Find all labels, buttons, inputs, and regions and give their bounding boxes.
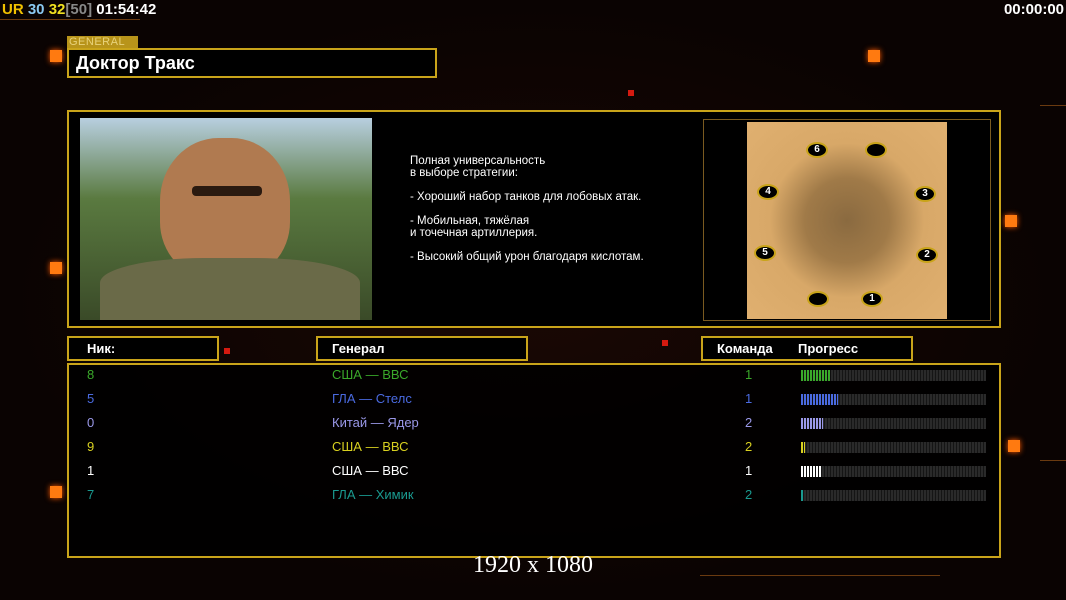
player-nick: 1 (87, 463, 95, 478)
player-row[interactable]: 1 США — ВВС 1 (69, 463, 999, 487)
player-team: 2 (745, 439, 753, 454)
decor-line (0, 19, 140, 20)
description-line (410, 179, 644, 191)
decor-line (1040, 105, 1066, 106)
minimap-frame: 6 4 3 5 2 1 (703, 119, 991, 321)
progress-fill (801, 442, 805, 453)
portrait-body (100, 258, 360, 320)
decor-square (224, 348, 230, 354)
progress-fill (801, 394, 838, 405)
player-team: 1 (745, 463, 753, 478)
header-nick[interactable]: Ник: (67, 336, 219, 361)
player-team: 1 (745, 391, 753, 406)
header-team[interactable]: Команда (717, 341, 773, 356)
decor-square (50, 486, 62, 498)
players-table: 8 США — ВВС 1 5 ГЛА — Стелс 1 0 Китай — … (67, 363, 1001, 558)
progress-fill (801, 490, 803, 501)
spawn-point[interactable]: 4 (757, 184, 779, 200)
player-row[interactable]: 5 ГЛА — Стелс 1 (69, 391, 999, 415)
decor-line (700, 575, 940, 576)
player-row[interactable]: 0 Китай — Ядер 2 (69, 415, 999, 439)
description-line (410, 239, 644, 251)
description-line: Полная универсальность (410, 155, 546, 167)
hud-ur: UR (2, 1, 24, 18)
description-line: - Высокий общий урон благодаря кислотам. (410, 251, 644, 263)
resolution-label: 1920 x 1080 (473, 552, 593, 578)
progress-bar (801, 466, 986, 477)
description-line: и точечная артиллерия. (410, 227, 538, 239)
progress-fill (801, 370, 831, 381)
progress-fill (801, 466, 822, 477)
hud-stats: UR 30 32[50] 01:54:42 (2, 1, 156, 18)
header-general[interactable]: Генерал (316, 336, 528, 361)
decor-square (50, 262, 62, 274)
decor-line (1040, 460, 1066, 461)
player-general: ГЛА — Стелс (332, 391, 412, 406)
progress-fill (801, 418, 824, 429)
player-general: ГЛА — Химик (332, 487, 414, 502)
hud-time: 01:54:42 (96, 1, 157, 18)
decor-square (50, 50, 62, 62)
hud-clock: 00:00:00 (1003, 1, 1064, 18)
portrait-head (160, 138, 290, 278)
player-general: США — ВВС (332, 367, 409, 382)
player-general: США — ВВС (332, 439, 409, 454)
portrait-eyes (192, 186, 262, 196)
general-portrait (80, 118, 372, 320)
spawn-point[interactable]: 6 (806, 142, 828, 158)
description-line (410, 203, 644, 215)
description-line: - Хороший набор танков для лобовых атак. (410, 191, 642, 203)
player-team: 1 (745, 367, 753, 382)
player-nick: 8 (87, 367, 95, 382)
spawn-point[interactable] (807, 291, 829, 307)
general-tag: GENERAL (67, 36, 138, 48)
decor-square (1008, 440, 1020, 452)
player-nick: 9 (87, 439, 95, 454)
player-team: 2 (745, 415, 753, 430)
player-row[interactable]: 9 США — ВВС 2 (69, 439, 999, 463)
progress-bar (801, 418, 986, 429)
general-panel: Полная универсальность в выборе стратегии… (67, 110, 1001, 328)
player-row[interactable]: 8 США — ВВС 1 (69, 367, 999, 391)
player-nick: 0 (87, 415, 95, 430)
spawn-point[interactable]: 3 (914, 186, 936, 202)
decor-square (628, 90, 634, 96)
general-description: Полная универсальность в выборе стратегии… (410, 155, 644, 263)
spawn-point[interactable]: 5 (754, 245, 776, 261)
header-team-progress: Команда Прогресс (701, 336, 913, 361)
player-nick: 7 (87, 487, 95, 502)
player-general: Китай — Ядер (332, 415, 419, 430)
description-line: - Мобильная, тяжёлая (410, 215, 530, 227)
description-line: в выборе стратегии: (410, 167, 518, 179)
spawn-point[interactable]: 2 (916, 247, 938, 263)
player-general: США — ВВС (332, 463, 409, 478)
progress-bar (801, 442, 986, 453)
spawn-point[interactable]: 1 (861, 291, 883, 307)
header-progress[interactable]: Прогресс (798, 341, 859, 356)
progress-bar (801, 394, 986, 405)
minimap[interactable]: 6 4 3 5 2 1 (747, 122, 947, 319)
player-nick: 5 (87, 391, 95, 406)
progress-bar (801, 490, 986, 501)
spawn-point[interactable] (865, 142, 887, 158)
hud-value-1: 30 (27, 1, 45, 18)
progress-bar (801, 370, 986, 381)
decor-square (868, 50, 880, 62)
player-row[interactable]: 7 ГЛА — Химик 2 (69, 487, 999, 511)
decor-square (662, 340, 668, 346)
general-name: Доктор Тракс (67, 48, 437, 78)
decor-square (1005, 215, 1017, 227)
hud-value-2: 32 (48, 1, 66, 18)
player-team: 2 (745, 487, 753, 502)
hud-bracket: [50] (65, 1, 93, 18)
